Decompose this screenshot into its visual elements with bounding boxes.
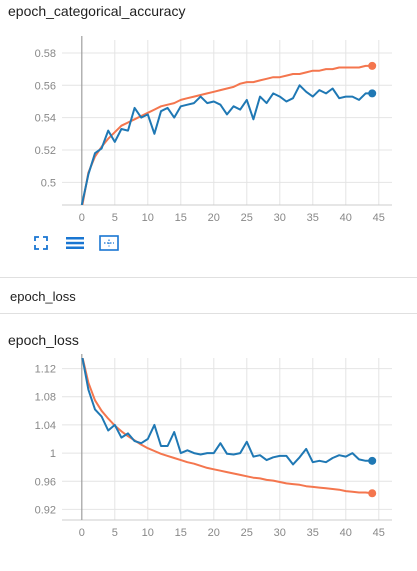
x-tick-label: 10 — [142, 212, 154, 224]
x-tick-label: 30 — [274, 212, 286, 224]
x-tick-label: 20 — [208, 212, 220, 224]
y-tick-label: 1.08 — [35, 392, 56, 404]
y-tick-label: 0.54 — [35, 113, 56, 125]
x-tick-label: 25 — [241, 212, 253, 224]
x-tick-label: 40 — [340, 527, 352, 539]
section-divider — [0, 313, 417, 314]
y-tick-label: 0.58 — [35, 48, 56, 60]
chart-toolbar — [30, 234, 120, 252]
y-tick-label: 1 — [50, 448, 56, 460]
loss-section-header[interactable]: epoch_loss — [10, 289, 76, 304]
x-tick-label: 5 — [112, 527, 118, 539]
series-end-point — [368, 61, 377, 70]
x-tick-label: 0 — [79, 212, 85, 224]
y-tick-label: 0.92 — [35, 504, 56, 516]
x-tick-label: 40 — [340, 212, 352, 224]
accuracy-chart-title: epoch_categorical_accuracy — [8, 3, 186, 19]
x-tick-label: 15 — [175, 212, 187, 224]
fit-domain-icon[interactable] — [98, 234, 120, 252]
y-tick-label: 1.04 — [35, 420, 56, 432]
expand-icon[interactable] — [30, 234, 52, 252]
x-tick-label: 5 — [112, 212, 118, 224]
y-tick-label: 0.52 — [35, 145, 56, 157]
series-end-point — [368, 89, 377, 98]
data-series-icon[interactable] — [64, 234, 86, 252]
x-tick-label: 10 — [142, 527, 154, 539]
accuracy-chart: 0.5 0.52 0.54 0.56 0.58 0 5 10 15 20 25 30 35 40 45 — [35, 36, 392, 224]
x-tick-label: 45 — [373, 212, 385, 224]
series-line — [81, 358, 373, 495]
x-tick-label: 15 — [175, 527, 187, 539]
x-tick-label: 0 — [79, 527, 85, 539]
x-tick-label: 25 — [241, 527, 253, 539]
y-tick-label: 0.96 — [35, 476, 56, 488]
y-tick-label: 1.12 — [35, 364, 56, 376]
x-tick-label: 30 — [274, 527, 286, 539]
x-tick-label: 35 — [307, 527, 319, 539]
series-line — [80, 84, 373, 205]
x-tick-label: 35 — [307, 212, 319, 224]
loss-chart: 0.92 0.96 1 1.04 1.08 1.12 0 5 10 15 20 25 30 35 40 45 — [35, 354, 392, 539]
loss-chart-title: epoch_loss — [8, 332, 79, 348]
y-tick-label: 0.5 — [41, 177, 56, 189]
x-tick-label: 45 — [373, 527, 385, 539]
x-tick-label: 20 — [208, 527, 220, 539]
series-line — [81, 64, 373, 205]
series-end-point — [368, 456, 377, 465]
y-tick-label: 0.56 — [35, 80, 56, 92]
series-end-point — [368, 489, 377, 498]
series-line — [81, 358, 373, 466]
section-divider — [0, 277, 417, 278]
